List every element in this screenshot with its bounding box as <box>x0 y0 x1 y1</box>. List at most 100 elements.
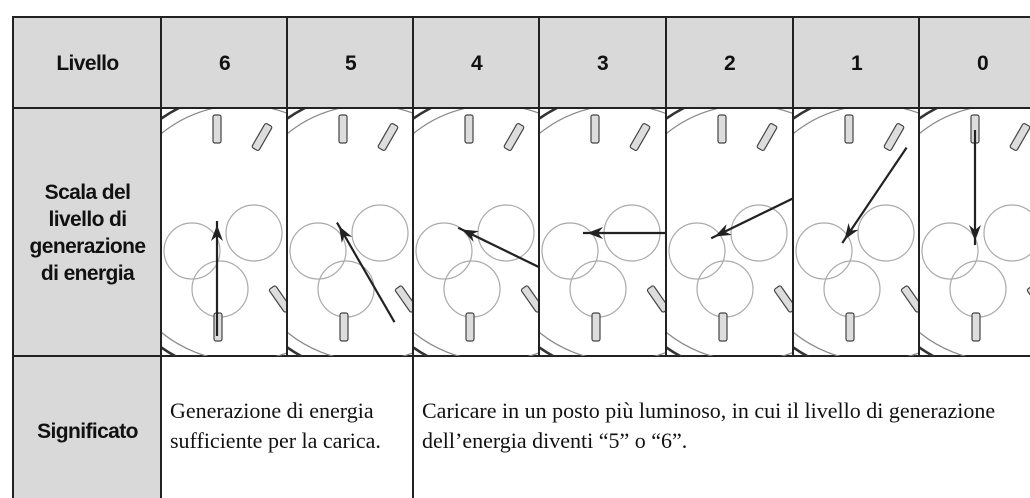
hour-marker <box>883 123 905 151</box>
hour-marker <box>646 285 665 313</box>
dial <box>414 109 539 356</box>
bezel <box>414 109 432 356</box>
level-header: 2 <box>665 16 792 108</box>
meaning-cell: Caricare in un posto più luminoso, in cu… <box>412 355 1030 498</box>
bezel <box>288 109 306 356</box>
logo <box>711 159 713 169</box>
bezel <box>162 109 180 356</box>
sub-dial <box>795 222 853 280</box>
hand-arrow <box>714 224 732 237</box>
hand <box>841 146 908 244</box>
watch-face <box>540 109 665 356</box>
logo <box>584 159 586 169</box>
sub-dial <box>730 204 788 262</box>
hour-marker <box>465 312 475 342</box>
sub-dial <box>289 222 347 280</box>
hand <box>457 226 539 269</box>
bezel <box>794 109 812 356</box>
level-header: 1 <box>792 16 919 108</box>
watch-cell <box>160 107 287 356</box>
sub-dial <box>949 260 1007 318</box>
hand <box>710 197 792 240</box>
hour-marker <box>844 114 854 144</box>
sub-dial <box>163 222 221 280</box>
hand <box>583 227 665 239</box>
sub-dial <box>477 204 535 262</box>
hand-pivot <box>972 230 978 236</box>
hand <box>336 222 396 323</box>
hour-marker <box>212 114 222 144</box>
level-header: 6 <box>160 16 287 108</box>
watch-face <box>288 109 413 356</box>
hour-marker <box>629 123 651 151</box>
sub-dial <box>823 260 881 318</box>
hand-pivot <box>846 230 852 236</box>
logo <box>838 159 840 169</box>
hand-pivot <box>466 230 472 236</box>
hour-marker <box>268 285 287 313</box>
hour-marker <box>251 123 273 151</box>
sub-dial <box>351 204 409 262</box>
hour-marker <box>845 312 855 342</box>
hour-marker <box>717 114 727 144</box>
hour-marker <box>590 114 600 144</box>
sub-dial <box>696 260 754 318</box>
logo <box>458 159 460 169</box>
watch-face <box>667 109 792 356</box>
row-label: Scala del livello di generazione di ener… <box>12 107 161 356</box>
watch-cell <box>412 107 539 356</box>
dial <box>794 109 919 356</box>
hour-marker <box>591 312 601 342</box>
hour-marker <box>464 114 474 144</box>
hour-marker <box>1009 123 1030 151</box>
hour-marker <box>394 285 413 313</box>
hour-marker <box>503 123 525 151</box>
dial <box>920 109 1030 356</box>
dial <box>667 109 792 356</box>
sub-dial <box>569 260 627 318</box>
watch-cell <box>538 107 665 356</box>
hour-marker <box>338 114 348 144</box>
meaning-cell: Generazione di energia sufficiente per l… <box>160 355 413 498</box>
sub-dial <box>191 260 249 318</box>
sub-dial <box>415 222 473 280</box>
watch-cell <box>286 107 413 356</box>
level-header: 5 <box>286 16 413 108</box>
hour-marker <box>718 312 728 342</box>
hour-marker <box>377 123 399 151</box>
bezel-inner <box>414 109 539 356</box>
logo <box>206 159 208 169</box>
dial <box>162 109 287 356</box>
hour-marker <box>339 312 349 342</box>
sub-dial <box>921 222 979 280</box>
hour-marker <box>971 312 981 342</box>
hand-pivot <box>719 230 725 236</box>
bezel <box>667 109 685 356</box>
hand-pivot <box>214 230 220 236</box>
bezel-inner <box>794 109 919 356</box>
level-header: 0 <box>918 16 1030 108</box>
sub-dial <box>317 260 375 318</box>
hour-marker <box>520 285 539 313</box>
dial <box>288 109 413 356</box>
level-header: 3 <box>538 16 665 108</box>
watch-face <box>794 109 919 356</box>
header-label: Livello <box>12 16 161 108</box>
watch-cell <box>918 107 1030 356</box>
hour-marker <box>900 285 919 313</box>
watch-cell <box>665 107 792 356</box>
hand-pivot <box>592 230 598 236</box>
sub-dial <box>541 222 599 280</box>
sub-dial <box>983 204 1030 262</box>
bezel-inner <box>288 109 413 356</box>
hour-marker <box>756 123 778 151</box>
logo <box>332 159 334 169</box>
logo <box>964 159 966 169</box>
bezel-inner <box>667 109 792 356</box>
hour-marker <box>773 285 792 313</box>
bezel-inner <box>162 109 287 356</box>
hand <box>969 130 981 245</box>
hand <box>211 221 223 336</box>
watch-face <box>414 109 539 356</box>
